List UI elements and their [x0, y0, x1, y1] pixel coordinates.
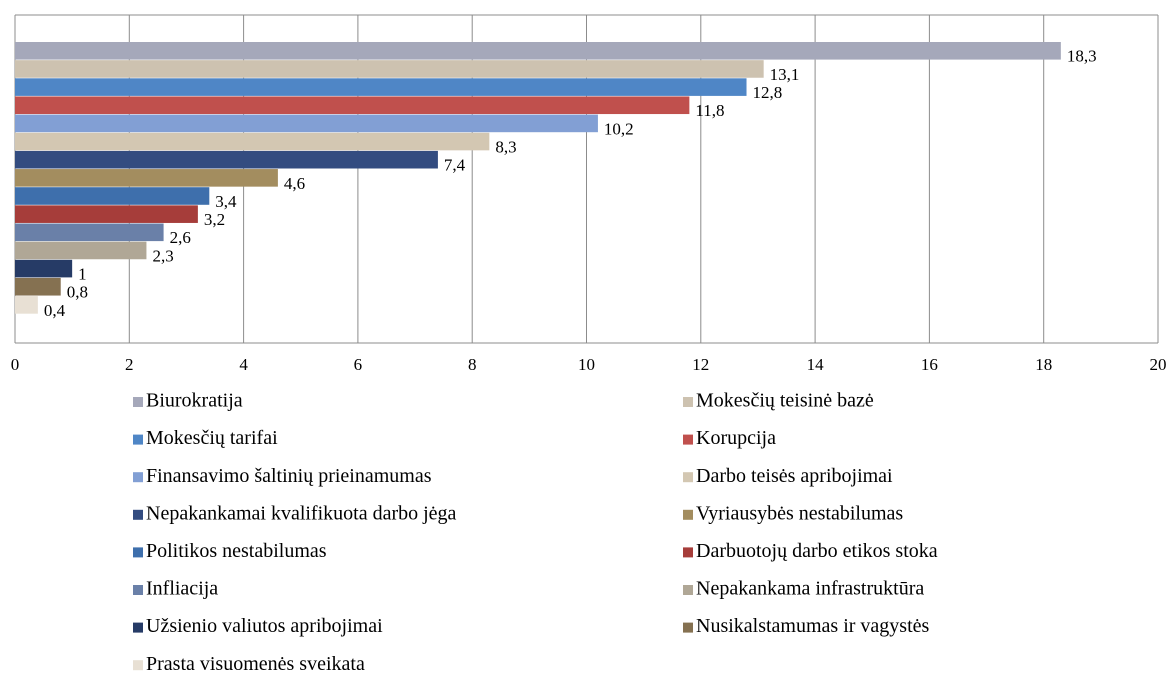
- value-label: 2,6: [170, 228, 191, 247]
- x-tick-label: 12: [692, 355, 709, 374]
- legend-label: Vyriausybės nestabilumas: [696, 502, 903, 524]
- bar: [15, 132, 490, 151]
- value-label: 3,4: [215, 192, 237, 211]
- value-label: 13,1: [770, 65, 800, 84]
- bar: [15, 169, 278, 187]
- value-label: 8,3: [495, 137, 516, 156]
- legend-swatch: [133, 585, 143, 595]
- bar: [15, 78, 747, 96]
- value-label: 0,8: [67, 283, 88, 302]
- legend-swatch: [133, 434, 143, 445]
- legend-swatch: [683, 547, 693, 558]
- legend-swatch: [133, 547, 143, 558]
- legend-swatch: [683, 472, 693, 483]
- legend-swatch: [133, 660, 143, 671]
- legend-label: Prasta visuomenės sveikata: [146, 653, 365, 675]
- bar: [15, 223, 164, 242]
- legend-swatch: [683, 434, 693, 445]
- legend-label: Mokesčių teisinė bazė: [696, 390, 874, 412]
- legend-swatch: [683, 509, 693, 520]
- bar: [15, 150, 438, 169]
- bar: [15, 60, 764, 78]
- value-label: 18,3: [1067, 47, 1097, 66]
- value-label: 0,4: [44, 301, 66, 320]
- x-tick-label: 4: [239, 355, 248, 374]
- legend-label: Nepakankama infrastruktūra: [696, 578, 924, 600]
- x-tick-label: 2: [125, 355, 134, 374]
- bar: [15, 296, 38, 314]
- legend-swatch: [133, 472, 143, 483]
- legend-swatch: [683, 397, 693, 407]
- bar: [15, 277, 61, 296]
- bar: [15, 241, 147, 260]
- value-label: 7,4: [444, 156, 466, 175]
- bar: [15, 187, 210, 205]
- x-tick-label: 6: [354, 355, 363, 374]
- bar: [15, 259, 73, 278]
- legend-swatch: [683, 622, 693, 633]
- value-label: 1: [78, 265, 87, 284]
- value-label: 11,8: [695, 101, 724, 120]
- legend-label: Infliacija: [146, 578, 218, 600]
- value-label: 4,6: [284, 174, 305, 193]
- legend-label: Nusikalstamumas ir vagystės: [696, 615, 930, 637]
- value-label: 10,2: [604, 119, 634, 138]
- legend-swatch: [133, 397, 143, 407]
- legend-swatch: [133, 622, 143, 633]
- legend-label: Darbo teisės apribojimai: [696, 465, 893, 487]
- legend-label: Korupcija: [696, 427, 776, 449]
- x-tick-label: 8: [468, 355, 477, 374]
- x-tick-label: 16: [921, 355, 938, 374]
- x-tick-label: 14: [807, 355, 825, 374]
- legend-label: Užsienio valiutos apribojimai: [146, 615, 383, 637]
- legend-label: Nepakankamai kvalifikuota darbo jėga: [146, 502, 457, 524]
- bar: [15, 205, 198, 223]
- legend-label: Darbuotojų darbo etikos stoka: [696, 540, 938, 562]
- legend-label: Mokesčių tarifai: [146, 427, 278, 449]
- bar: [15, 42, 1061, 60]
- legend-swatch: [133, 509, 143, 520]
- x-tick-label: 0: [11, 355, 20, 374]
- value-label: 3,2: [204, 210, 225, 229]
- x-tick-label: 20: [1150, 355, 1167, 374]
- legend-label: Politikos nestabilumas: [146, 540, 327, 562]
- value-label: 12,8: [753, 83, 783, 102]
- value-label: 2,3: [152, 246, 173, 265]
- x-tick-label: 18: [1035, 355, 1052, 374]
- bar: [15, 114, 598, 133]
- legend-label: Finansavimo šaltinių prieinamumas: [146, 465, 432, 487]
- legend-label: Biurokratija: [146, 390, 243, 412]
- legend-swatch: [683, 585, 693, 595]
- bar: [15, 96, 690, 115]
- x-tick-label: 10: [578, 355, 595, 374]
